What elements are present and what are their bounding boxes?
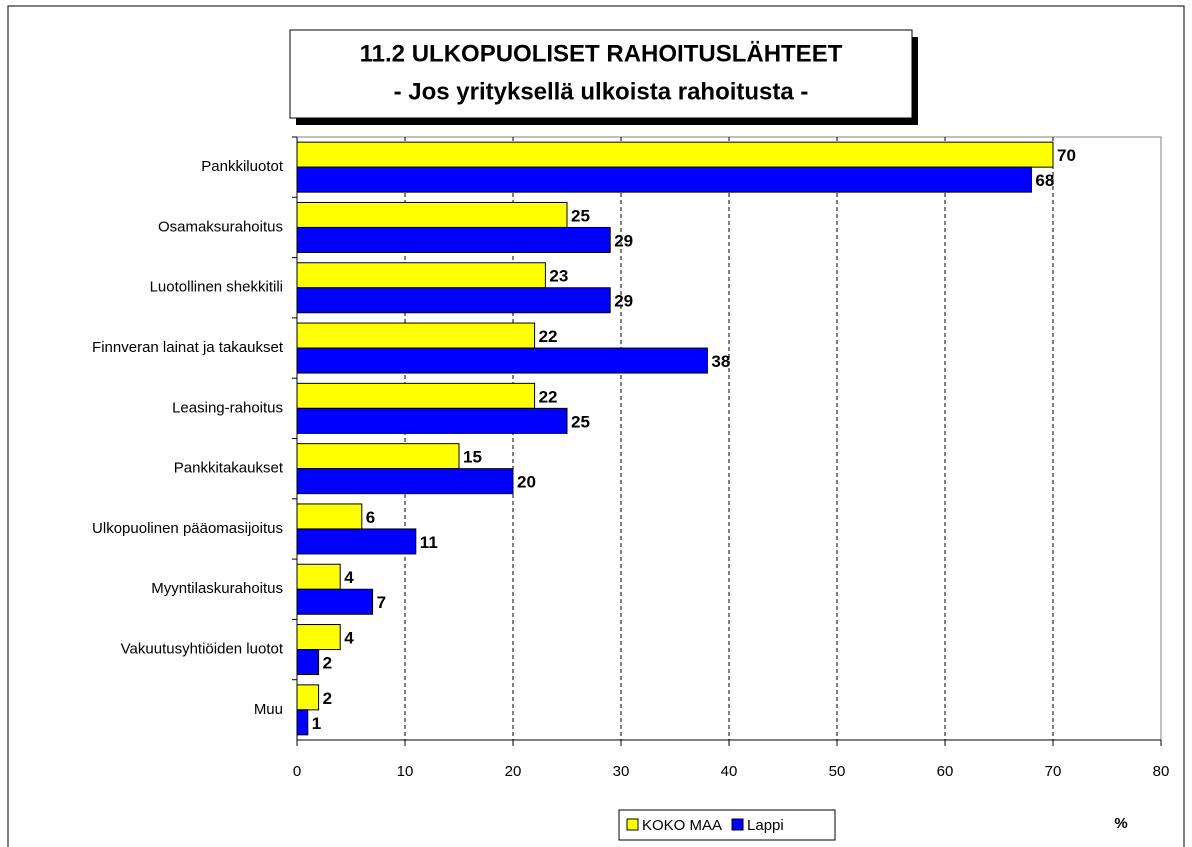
y-tick-label: Luotollinen shekkitili: [150, 279, 283, 296]
data-label: 7: [377, 593, 386, 612]
bar: [296, 287, 611, 314]
y-tick-label: Muu: [254, 701, 283, 718]
x-tick-label: 30: [613, 763, 630, 780]
bar: [296, 503, 363, 530]
bar: [296, 468, 514, 495]
x-tick-label: 80: [1153, 763, 1170, 780]
data-label: 4: [344, 629, 354, 648]
data-label: 2: [323, 654, 332, 673]
data-label: 29: [614, 231, 633, 250]
y-tick-label: Pankkitakaukset: [174, 460, 284, 477]
data-label: 22: [539, 327, 558, 346]
bar: [296, 709, 309, 736]
bar: [296, 226, 611, 253]
data-label: 25: [571, 206, 590, 225]
x-tick-label: 60: [937, 763, 954, 780]
title-box: [289, 29, 913, 119]
bar: [296, 528, 417, 555]
data-label: 6: [366, 508, 375, 527]
chart-title: 11.2 ULKOPUOLISET RAHOITUSLÄHTEET: [360, 40, 843, 67]
bar: [296, 684, 320, 711]
data-label: 11: [420, 533, 438, 552]
y-tick-label: Pankkiluotot: [201, 158, 284, 175]
bar: [296, 563, 341, 590]
bar: [296, 201, 568, 228]
x-tick-label: 10: [397, 763, 414, 780]
legend-swatch: [626, 818, 639, 831]
data-label: 22: [539, 387, 558, 406]
marks: [296, 137, 1054, 740]
legend-box: [618, 809, 836, 841]
x-tick-label: 50: [829, 763, 846, 780]
bar: [296, 443, 460, 470]
data-label: 2: [323, 689, 332, 708]
data-label: 1: [312, 714, 321, 733]
bar: [296, 262, 546, 289]
bar: [296, 382, 536, 409]
legend-label: Lappi: [747, 817, 784, 834]
bar: [296, 624, 341, 651]
data-label: 68: [1035, 171, 1054, 190]
data-label: 25: [571, 412, 590, 431]
x-tick-label: 70: [1045, 763, 1062, 780]
data-label: 70: [1057, 146, 1076, 165]
y-tick-label: Finnveran lainat ja takaukset: [92, 339, 284, 356]
bar: [296, 141, 1054, 168]
data-label: 38: [711, 352, 730, 371]
data-label: 29: [614, 292, 633, 311]
data-label: 15: [463, 448, 482, 467]
data-label: 23: [549, 267, 568, 286]
y-tick-label: Leasing-rahoitus: [172, 399, 283, 416]
x-tick-label: 0: [293, 763, 301, 780]
bar: [296, 588, 374, 615]
bar: [296, 322, 536, 349]
y-tick-label: Vakuutusyhtiöiden luotot: [121, 641, 284, 658]
y-tick-label: Ulkopuolinen pääomasijoitus: [92, 520, 283, 537]
data-label: 20: [517, 473, 536, 492]
bar: [296, 649, 320, 676]
bar: [296, 347, 708, 374]
bar: [296, 407, 568, 434]
bar: [296, 166, 1032, 193]
data-label: 4: [344, 568, 354, 587]
x-axis-label: %: [1114, 815, 1127, 832]
y-tick-label: Myyntilaskurahoitus: [151, 580, 283, 597]
legend-label: KOKO MAA: [642, 817, 722, 834]
x-tick-label: 40: [721, 763, 738, 780]
y-tick-label: Osamaksurahoitus: [158, 218, 283, 235]
legend-swatch: [731, 818, 744, 831]
chart-subtitle: - Jos yrityksellä ulkoista rahoitusta -: [394, 78, 809, 105]
x-tick-label: 20: [505, 763, 522, 780]
